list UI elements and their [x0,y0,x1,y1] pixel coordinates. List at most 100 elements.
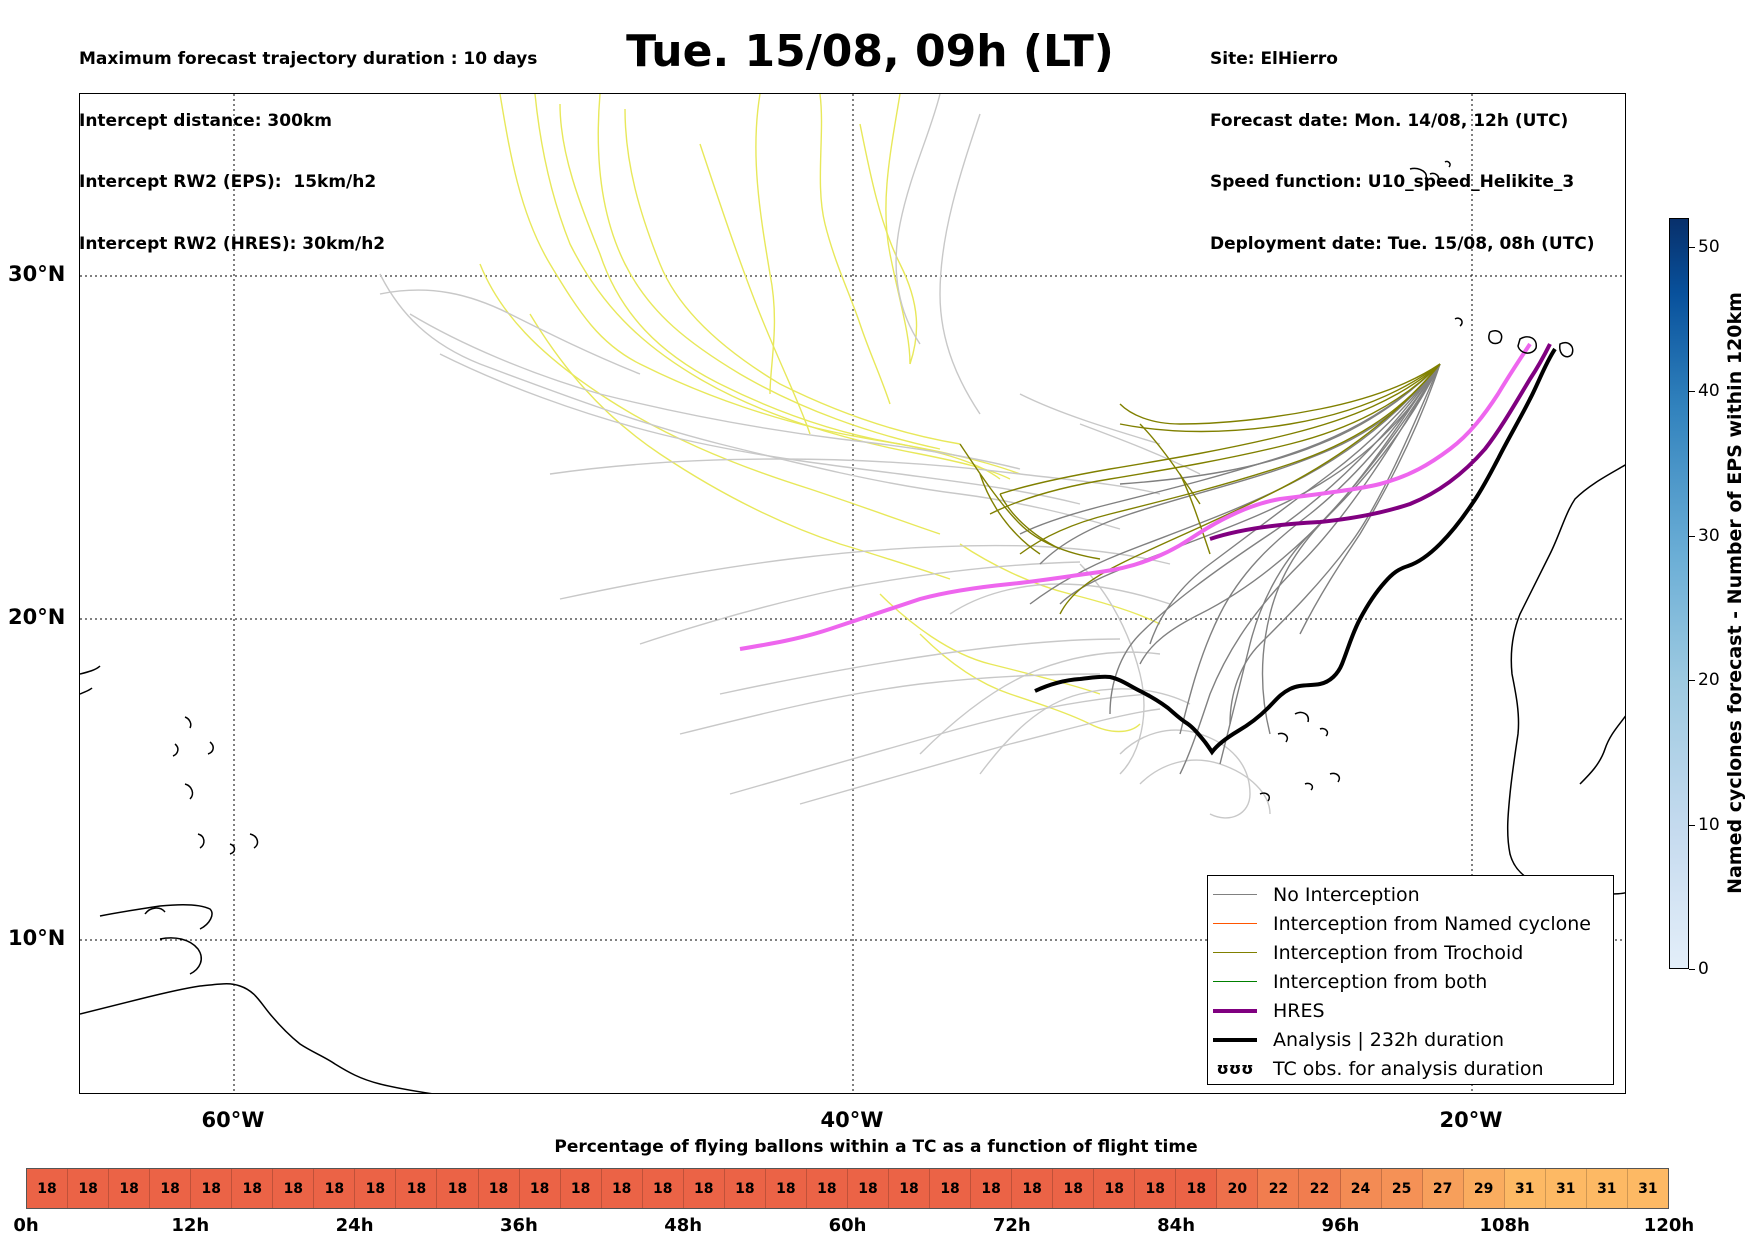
strip-cell: 18 [888,1169,931,1208]
strip-cell: 27 [1422,1169,1464,1208]
strip-cell: 18 [109,1169,151,1208]
strip-cell: 18 [273,1169,315,1208]
caribbean-coast [99,904,213,930]
eps-grey-trajectories [379,94,1271,819]
hres-trajectory [1209,343,1552,541]
legend-label: No Interception [1273,883,1420,906]
header-left-info: Maximum forecast trajectory duration : 1… [79,8,537,275]
lat-label-30n: 30°N [8,262,66,286]
legend-label: Interception from Trochoid [1273,941,1524,964]
time-label: 24h [335,1215,374,1236]
intercept-eps-text: Intercept RW2 (EPS): 15km/h2 [79,172,377,192]
strip-cell: 18 [642,1169,684,1208]
strip-cell: 18 [191,1169,233,1208]
colorbar-title-text: Named cyclones forecast - Number of EPS … [1724,292,1746,894]
time-label: 96h [1321,1215,1360,1236]
percentage-strip: 18 18 18 18 18 18 18 18 18 18 18 18 18 18 18 18 18 18 18 18… [26,1168,1669,1209]
time-label: 72h [992,1215,1031,1236]
lat-label-10n: 10°N [8,926,66,950]
time-label: 36h [499,1215,538,1236]
speed-function-text: Speed function: U10_speed_Helikite_3 [1210,172,1575,192]
header-right-info: Site: ElHierro Forecast date: Mon. 14/08… [1210,8,1595,275]
trochoid-trajectories [959,363,1441,615]
legend-label: HRES [1273,999,1325,1022]
strip-cell: 18 [150,1169,192,1208]
strip-cell: 18 [683,1169,725,1208]
time-label: 12h [171,1215,210,1236]
colorbar-tick-label: 10 [1698,814,1720,835]
strip-cell: 18 [765,1169,807,1208]
strip-cell: 18 [355,1169,397,1208]
eps-yellow-trajectories [479,94,1161,733]
strip-cell: 29 [1463,1169,1505,1208]
site-text: Site: ElHierro [1210,49,1338,69]
strip-cell: 20 [1217,1169,1259,1208]
tc-symbol-icon: ʊʊʊ [1216,1059,1254,1078]
legend-item-no-interception: No Interception [1208,880,1613,909]
intercept-distance-text: Intercept distance: 300km [79,110,332,131]
map-gridlines [80,94,1625,1093]
strip-cell: 18 [930,1169,972,1208]
coastlines [80,160,1625,1093]
deployment-date-text: Deployment date: Tue. 15/08, 08h (UTC) [1210,233,1595,254]
legend-label: Interception from both [1273,970,1488,993]
time-label: 48h [664,1215,703,1236]
legend-label: TC obs. for analysis duration [1273,1057,1544,1080]
colorbar-tick-mark [1689,246,1695,248]
strip-cell: 18 [68,1169,110,1208]
hres-trajectory-light [739,342,1532,651]
strip-cell: 18 [314,1169,356,1208]
legend-item-hres: HRES [1208,996,1613,1025]
colorbar-tick-mark [1689,391,1695,393]
strip-cell: 18 [27,1169,69,1208]
strip-cell: 22 [1258,1169,1300,1208]
colorbar-tick-label: 40 [1698,381,1720,402]
colorbar-tick-mark [1689,535,1695,537]
time-label: 0h [13,1215,39,1236]
strip-cell: 22 [1299,1169,1341,1208]
analysis-trajectory [1034,347,1557,756]
legend-item-trochoid: Interception from Trochoid [1208,938,1613,967]
no-interception-trajectories [1019,363,1441,775]
strip-cell: 18 [601,1169,643,1208]
strip-cell: 18 [971,1169,1013,1208]
time-label: 84h [1157,1215,1196,1236]
trajectory-map [80,94,1625,1093]
strip-cell: 18 [1053,1169,1095,1208]
strip-cell: 18 [560,1169,602,1208]
strip-cell: 18 [396,1169,438,1208]
strip-cell: 25 [1381,1169,1423,1208]
lon-label-20w: 20°W [1439,1108,1503,1132]
legend-label: Analysis | 232h duration [1273,1028,1505,1051]
strip-cell: 18 [1012,1169,1054,1208]
strip-cell: 31 [1504,1169,1546,1208]
time-label: 60h [828,1215,867,1236]
legend-item-named-cyclone: Interception from Named cyclone [1208,909,1613,938]
colorbar-tick-label: 50 [1698,236,1720,257]
strip-cell: 18 [1176,1169,1218,1208]
colorbar [1669,218,1689,969]
page-title: Tue. 15/08, 09h (LT) [626,26,1114,77]
legend-item-both: Interception from both [1208,967,1613,996]
strip-cell: 18 [1135,1169,1177,1208]
strip-cell: 24 [1340,1169,1382,1208]
colorbar-tick-label: 0 [1698,959,1709,979]
legend-item-analysis: Analysis | 232h duration [1208,1025,1613,1054]
strip-title: Percentage of flying ballons within a TC… [554,1137,1198,1157]
intercept-hres-text: Intercept RW2 (HRES): 30km/h2 [79,233,386,254]
map-legend: No Interception Interception from Named … [1207,875,1614,1085]
lon-label-40w: 40°W [820,1108,884,1132]
strip-cell: 18 [519,1169,561,1208]
strip-cell: 18 [724,1169,766,1208]
strip-cell: 18 [478,1169,520,1208]
strip-cell: 31 [1586,1169,1628,1208]
time-label: 108h [1479,1215,1530,1236]
colorbar-tick-mark [1689,969,1695,970]
strip-cell: 31 [1627,1169,1668,1208]
south-america-coastline [80,982,432,1093]
strip-cell: 18 [437,1169,479,1208]
strip-cell: 31 [1545,1169,1587,1208]
max-duration-text: Maximum forecast trajectory duration : 1… [79,49,538,69]
colorbar-tick-mark [1689,680,1695,682]
map-panel [79,93,1626,1094]
